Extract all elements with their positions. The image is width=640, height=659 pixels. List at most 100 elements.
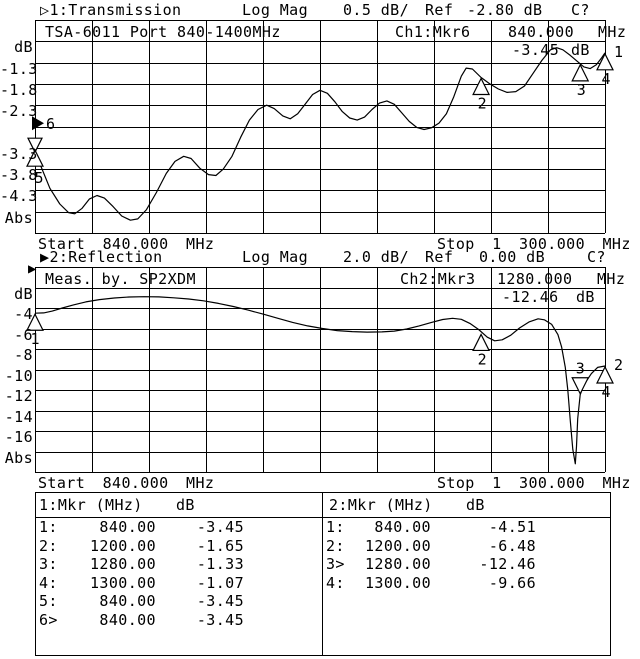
y-axis-label: -16	[4, 428, 33, 446]
ch1-active-marker-label: Ch1:Mkr6	[395, 23, 471, 41]
chart1-trace	[34, 47, 606, 221]
marker-val: -3.45	[196, 518, 244, 536]
active-marker-arrow-icon	[32, 116, 44, 131]
marker-3-label: 3	[577, 81, 586, 99]
y-axis-label: dB	[14, 285, 33, 303]
ch1-cal-status: C?	[571, 1, 590, 19]
marker-num: 4:	[326, 573, 345, 592]
marker-num: 2:	[326, 536, 345, 555]
ch2-active-marker-label: Ch2:Mkr3	[400, 270, 476, 288]
ch2-start-freq: Start 840.000 MHz	[38, 474, 215, 492]
y-axis-label: -3.8	[0, 166, 38, 184]
ch1-start-freq: Start 840.000 MHz	[38, 235, 215, 253]
ch1-title: ▷1:Transmission	[40, 2, 181, 18]
marker-num: 1:	[326, 518, 345, 536]
chart1-markers: 6 5 2 341	[26, 43, 623, 187]
marker-freq: 840.00	[99, 518, 156, 536]
y-axis-label: -4.3	[0, 187, 38, 205]
marker-3-label: 3	[576, 360, 585, 378]
marker-1-label: 1	[30, 330, 39, 348]
marker-6-icon	[27, 137, 43, 154]
marker-2-icon	[472, 77, 491, 96]
y-axis-label: -4	[14, 305, 33, 323]
marker-val: -1.07	[196, 573, 244, 592]
ch1-marker-table-unit: dB	[176, 496, 195, 514]
marker-4-icon	[596, 52, 614, 71]
marker-3-icon	[571, 63, 590, 82]
ch1-stop-freq: Stop 1 300.000 MHz	[437, 235, 631, 253]
marker-table-row: 4: 1300.00 -9.66	[323, 575, 610, 593]
marker-table-row: 2: 1200.00 -1.65	[36, 538, 322, 556]
ch2-title: ▶2:Reflection	[40, 249, 163, 265]
ch2-ref-value: 0.00 dB	[479, 248, 546, 266]
marker-freq: 840.00	[374, 518, 431, 536]
ch1-marker-freq-unit: MHz	[598, 23, 627, 41]
ch2-marker-table: 2:Mkr (MHz) dB 1: 840.00 -4.51 2: 1200.00 -6.…	[322, 492, 611, 656]
ch2-title-label: 2:Reflection	[49, 248, 163, 266]
y-axis-label: Abs	[4, 209, 33, 227]
y-axis-label: Abs	[4, 449, 33, 467]
ch1-scale-label: 0.5 dB/	[343, 1, 410, 19]
marker-freq: 1300.00	[364, 573, 431, 592]
ch1-format-label: Log Mag	[242, 1, 309, 19]
ch2-marker-freq-unit: MHz	[597, 270, 626, 288]
y-axis-label: -6	[14, 326, 33, 344]
marker-2-icon	[472, 333, 491, 352]
marker-table-row: 1: 840.00 -3.45	[36, 519, 322, 537]
marker-table-row: 1: 840.00 -4.51	[323, 519, 610, 537]
marker-num: 2:	[39, 536, 58, 555]
y-axis-label: -8	[14, 346, 33, 364]
y-axis-label: -1.8	[0, 81, 38, 99]
marker-4-icon	[596, 365, 614, 384]
ch1-marker-value-unit: dB	[571, 41, 590, 59]
marker-table-row: 6> 840.00 -3.45	[36, 612, 322, 630]
y-axis-label: -2.3	[0, 102, 38, 120]
y-axis-label: -10	[4, 367, 33, 385]
marker-freq: 1200.00	[89, 536, 156, 555]
ch2-cal-status: C?	[587, 248, 606, 266]
marker-3-icon	[571, 377, 590, 396]
marker-val: -1.33	[196, 555, 244, 573]
y-axis-label: -1.3	[0, 60, 38, 78]
marker-val: -4.51	[488, 518, 536, 536]
ch2-marker-value-unit: dB	[576, 288, 595, 306]
marker-table-row: 3: 1280.00 -1.33	[36, 556, 322, 574]
marker-val: -6.48	[488, 536, 536, 555]
marker-6-label: 6	[46, 115, 55, 133]
y-axis-label: dB	[14, 38, 33, 56]
marker-5-label: 5	[34, 169, 43, 187]
marker-4-label: 4	[601, 70, 610, 88]
marker-val: -1.65	[196, 536, 244, 555]
marker-val: -3.45	[196, 592, 244, 610]
marker-val: -3.45	[196, 610, 244, 629]
ch2-scale-label: 2.0 dB/	[343, 248, 410, 266]
ch2-marker-freq: 1280.000	[497, 270, 573, 288]
marker-1-label: 1	[614, 43, 623, 61]
marker-2-label: 2	[614, 356, 623, 374]
ch2-trace-indicator-icon: ▶	[40, 248, 50, 266]
marker-num: 3:	[39, 555, 58, 573]
marker-freq: 1280.00	[364, 555, 431, 573]
ch1-trace-indicator-icon: ▷	[40, 1, 50, 19]
active-channel-indicator-icon: ▶	[28, 261, 37, 277]
ch1-ref-value: -2.80 dB	[467, 1, 543, 19]
marker-2-label: 2	[478, 350, 487, 368]
ch1-marker-value: -3.45	[512, 41, 560, 59]
marker-val: -9.66	[488, 573, 536, 592]
marker-table-row: 5: 840.00 -3.45	[36, 593, 322, 611]
ch2-table-divider	[323, 517, 610, 518]
ch1-table-divider	[36, 517, 322, 518]
marker-freq: 840.00	[99, 610, 156, 629]
y-axis-label: -3.3	[0, 145, 38, 163]
ch2-marker-table-header: 2:Mkr (MHz)	[329, 496, 433, 514]
ch1-marker-freq: 840.000	[508, 23, 575, 41]
marker-num: 1:	[39, 518, 58, 536]
marker-num: 6>	[39, 610, 58, 629]
marker-table-row: 4: 1300.00 -1.07	[36, 575, 322, 593]
marker-freq: 840.00	[99, 592, 156, 610]
ch2-ref-label: Ref	[425, 248, 454, 266]
ch2-stop-freq: Stop 1 300.000 MHz	[437, 474, 631, 492]
marker-freq: 1280.00	[89, 555, 156, 573]
y-axis-label: -14	[4, 408, 33, 426]
